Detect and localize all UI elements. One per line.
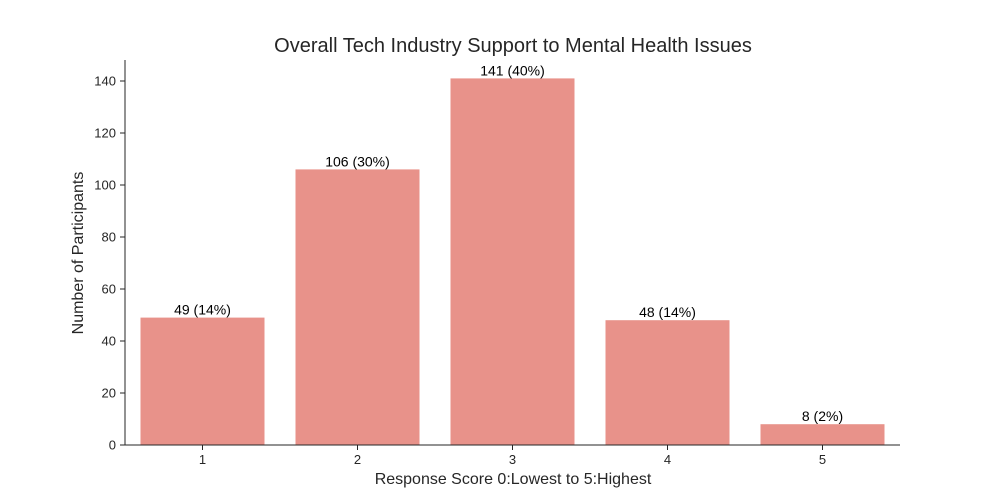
y-axis-label: Number of Participants: [70, 172, 87, 335]
data-label-1: 49 (14%): [174, 302, 231, 318]
y-tick-label-40: 40: [102, 334, 116, 349]
y-tick-label-140: 140: [94, 74, 116, 89]
y-tick-label-100: 100: [94, 178, 116, 193]
y-tick-label-120: 120: [94, 126, 116, 141]
bar-3: [450, 78, 575, 446]
x-ticks-layer: 1 2 3 4 5: [199, 445, 826, 467]
x-tick-label-3: 3: [509, 452, 516, 467]
data-label-4: 48 (14%): [639, 304, 696, 320]
data-label-3: 141 (40%): [480, 62, 545, 78]
bars-layer: [140, 78, 885, 446]
x-tick-label-1: 1: [199, 452, 206, 467]
x-tick-label-2: 2: [354, 452, 361, 467]
x-tick-label-5: 5: [819, 452, 826, 467]
y-tick-label-80: 80: [102, 230, 116, 245]
data-label-2: 106 (30%): [325, 153, 390, 169]
y-tick-label-0: 0: [109, 438, 116, 453]
y-tick-label-60: 60: [102, 282, 116, 297]
x-axis-label: Response Score 0:Lowest to 5:Highest: [375, 471, 652, 488]
bar-4: [605, 320, 730, 445]
data-labels-layer: 49 (14%) 106 (30%) 141 (40%) 48 (14%) 8 (2%): [174, 62, 843, 424]
bar-2: [295, 169, 420, 445]
bar-5: [760, 424, 885, 445]
bar-1: [140, 317, 265, 445]
data-label-5: 8 (2%): [802, 408, 843, 424]
y-ticks-layer: 0 20 40 60 80 100 120 140: [94, 74, 125, 453]
y-tick-label-20: 20: [102, 386, 116, 401]
chart-title: Overall Tech Industry Support to Mental …: [274, 35, 752, 57]
x-tick-label-4: 4: [664, 452, 671, 467]
